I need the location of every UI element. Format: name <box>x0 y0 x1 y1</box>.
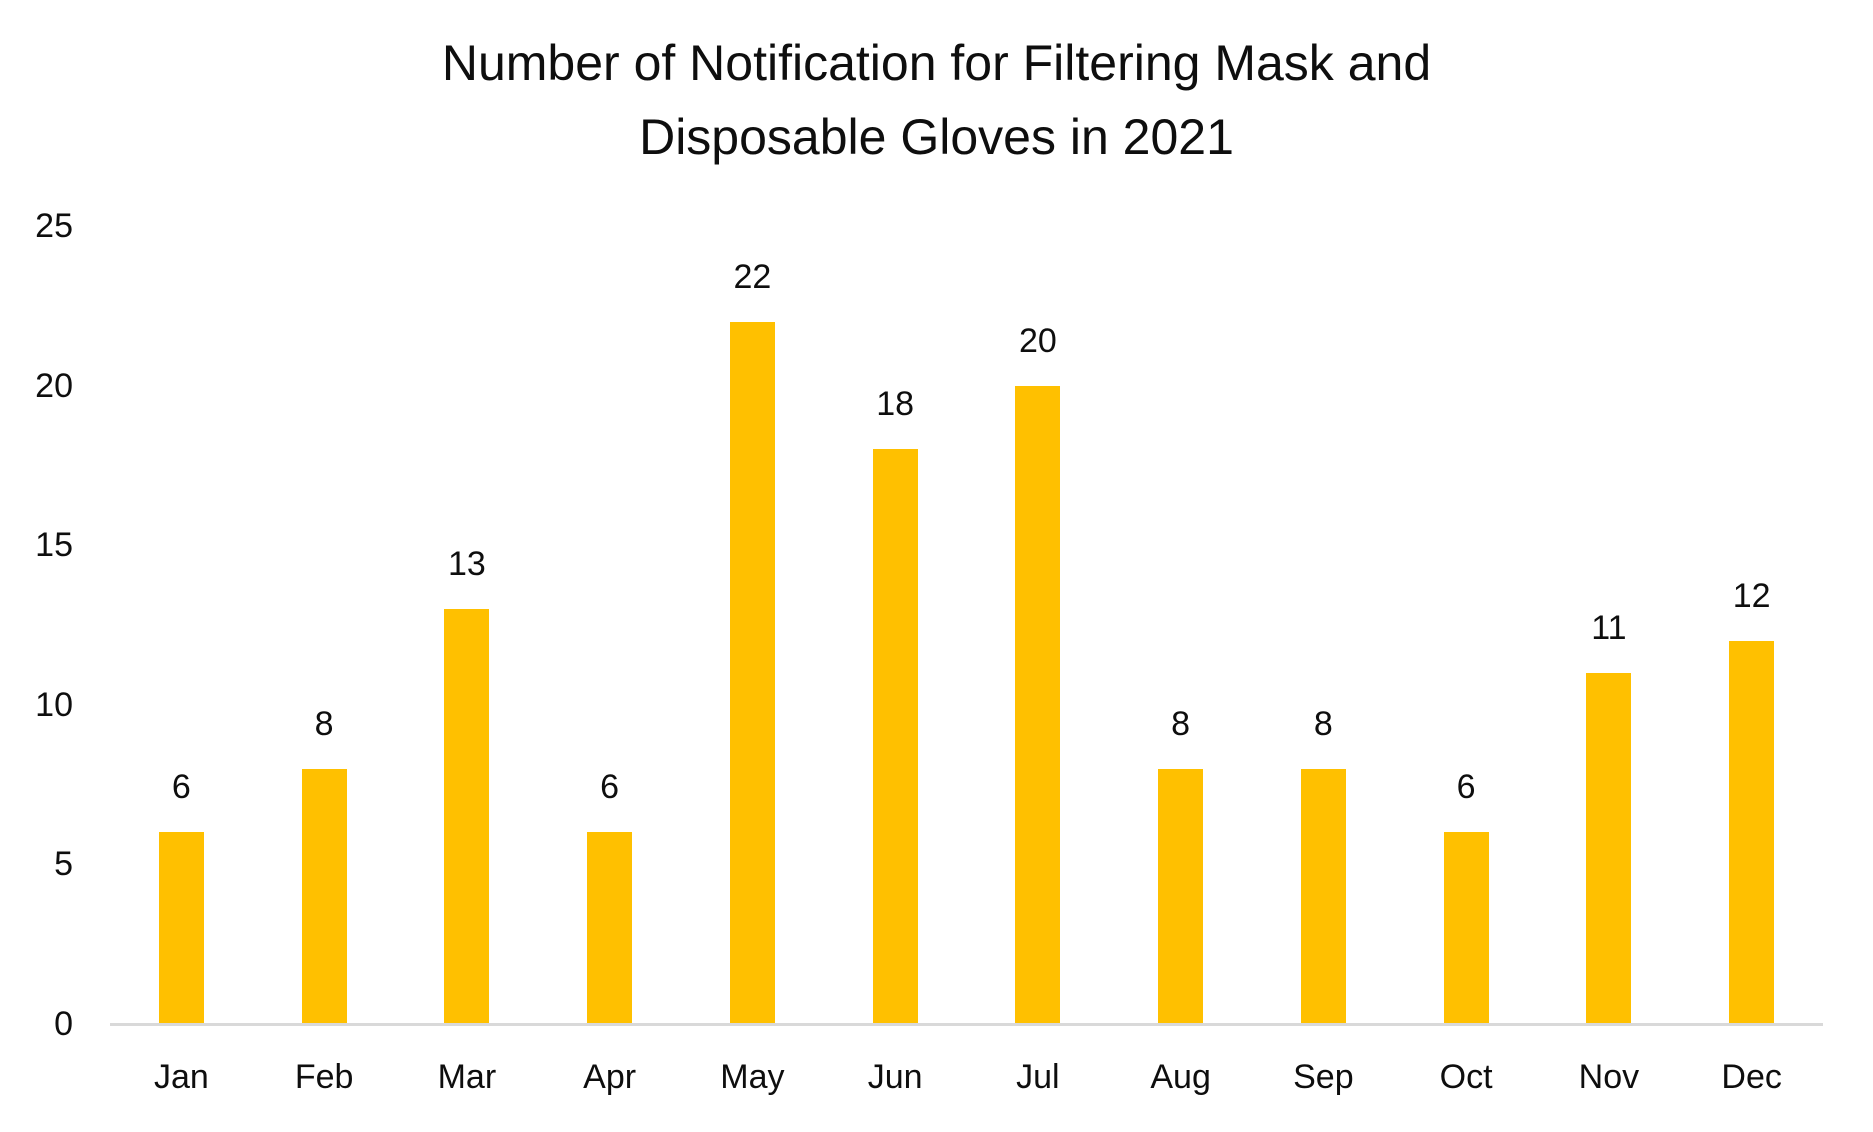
x-tick-label-dec: Dec <box>1721 1058 1782 1096</box>
value-label-oct: 6 <box>1456 768 1476 807</box>
value-label-apr: 6 <box>600 768 620 807</box>
value-label-jul: 20 <box>1018 321 1057 360</box>
x-tick-label-aug: Aug <box>1150 1058 1211 1096</box>
value-label-jun: 18 <box>876 385 915 424</box>
bar-jun <box>872 449 918 1024</box>
y-tick-label-0: 0 <box>54 1005 73 1043</box>
x-tick-label-nov: Nov <box>1578 1058 1640 1096</box>
value-label-aug: 8 <box>1171 704 1191 743</box>
x-tick-label-jan: Jan <box>153 1058 209 1096</box>
x-tick-label-mar: Mar <box>437 1058 497 1096</box>
value-label-dec: 12 <box>1732 576 1771 615</box>
x-tick-label-oct: Oct <box>1439 1058 1493 1096</box>
x-tick-label-sep: Sep <box>1293 1058 1354 1096</box>
value-label-sep: 8 <box>1313 704 1333 743</box>
bar-aug <box>1158 768 1204 1024</box>
bar-sep <box>1300 768 1346 1024</box>
y-tick-label-5: 5 <box>54 845 73 884</box>
bar-jul <box>1015 385 1061 1024</box>
y-tick-label-15: 15 <box>35 526 73 565</box>
bar-feb <box>301 768 347 1024</box>
x-tick-label-jul: Jul <box>1016 1058 1060 1096</box>
x-tick-label-feb: Feb <box>294 1058 354 1096</box>
value-label-feb: 8 <box>314 704 334 743</box>
value-label-may: 22 <box>733 257 772 296</box>
bar-may <box>729 321 775 1024</box>
x-tick-label-may: May <box>720 1058 785 1096</box>
y-tick-label-10: 10 <box>35 685 73 724</box>
bar-apr <box>587 832 633 1024</box>
chart-title: Number of Notification for Filtering Mas… <box>0 26 1873 174</box>
y-tick-label-20: 20 <box>35 366 73 405</box>
value-label-mar: 13 <box>447 545 486 584</box>
value-label-jan: 6 <box>171 768 191 807</box>
value-label-nov: 11 <box>1591 608 1627 647</box>
bar-dec <box>1729 640 1775 1024</box>
y-tick-label-25: 25 <box>35 207 73 245</box>
chart-title-line-2: Disposable Gloves in 2021 <box>639 109 1234 165</box>
bar-nov <box>1586 672 1632 1024</box>
chart-title-line-1: Number of Notification for Filtering Mas… <box>441 35 1432 91</box>
bar-oct <box>1443 832 1489 1024</box>
bar-mar <box>444 609 490 1024</box>
bar-jan <box>158 832 204 1024</box>
x-tick-label-jun: Jun <box>867 1058 923 1096</box>
x-tick-label-apr: Apr <box>583 1058 637 1096</box>
x-axis-line <box>110 1023 1823 1026</box>
